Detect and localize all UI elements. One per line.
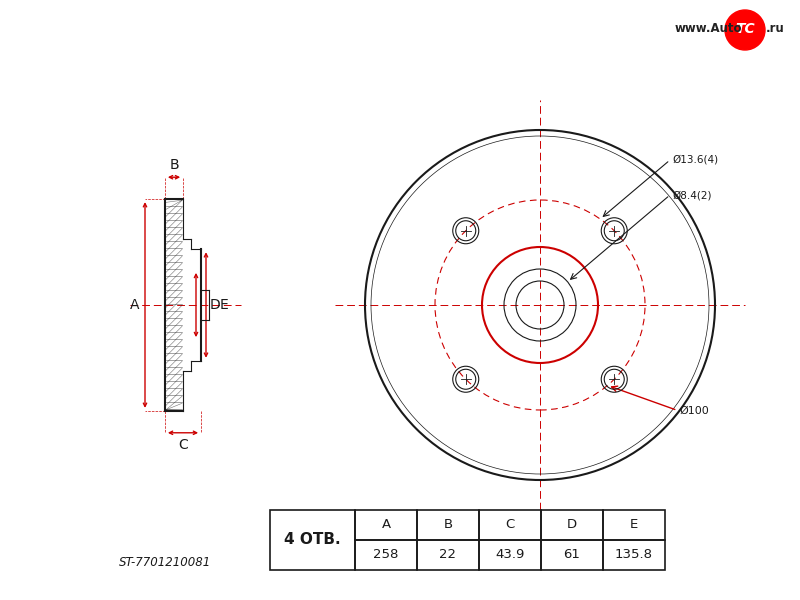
Bar: [541, 510, 603, 540]
Bar: [355, 540, 417, 570]
Bar: [270, 510, 355, 570]
Text: A: A: [382, 518, 390, 532]
Text: TC: TC: [735, 22, 755, 36]
Text: Ø8.4(2): Ø8.4(2): [672, 190, 711, 200]
Text: C: C: [178, 438, 188, 452]
Text: D: D: [567, 518, 577, 532]
Text: 135.8: 135.8: [615, 548, 653, 562]
Text: www.Auto: www.Auto: [674, 22, 742, 35]
Bar: [541, 540, 603, 570]
Text: A: A: [130, 298, 140, 312]
Text: E: E: [220, 298, 229, 312]
Circle shape: [725, 10, 765, 50]
Text: 258: 258: [374, 548, 398, 562]
Text: 22: 22: [439, 548, 457, 562]
Text: .ru: .ru: [766, 22, 785, 35]
Text: E: E: [630, 518, 638, 532]
Text: ST-7701210081: ST-7701210081: [119, 556, 211, 569]
Bar: [479, 510, 541, 540]
Bar: [603, 540, 665, 570]
Bar: [417, 540, 479, 570]
Text: 61: 61: [563, 548, 581, 562]
Text: Ø100: Ø100: [679, 406, 710, 415]
Bar: [355, 510, 417, 540]
Bar: [479, 540, 541, 570]
Text: 4 ОТВ.: 4 ОТВ.: [284, 533, 341, 547]
Text: Ø13.6(4): Ø13.6(4): [672, 155, 718, 165]
Text: C: C: [506, 518, 514, 532]
Text: B: B: [170, 158, 179, 172]
Bar: [417, 510, 479, 540]
Bar: [603, 510, 665, 540]
Text: B: B: [443, 518, 453, 532]
Text: D: D: [210, 298, 221, 312]
Text: 43.9: 43.9: [495, 548, 525, 562]
